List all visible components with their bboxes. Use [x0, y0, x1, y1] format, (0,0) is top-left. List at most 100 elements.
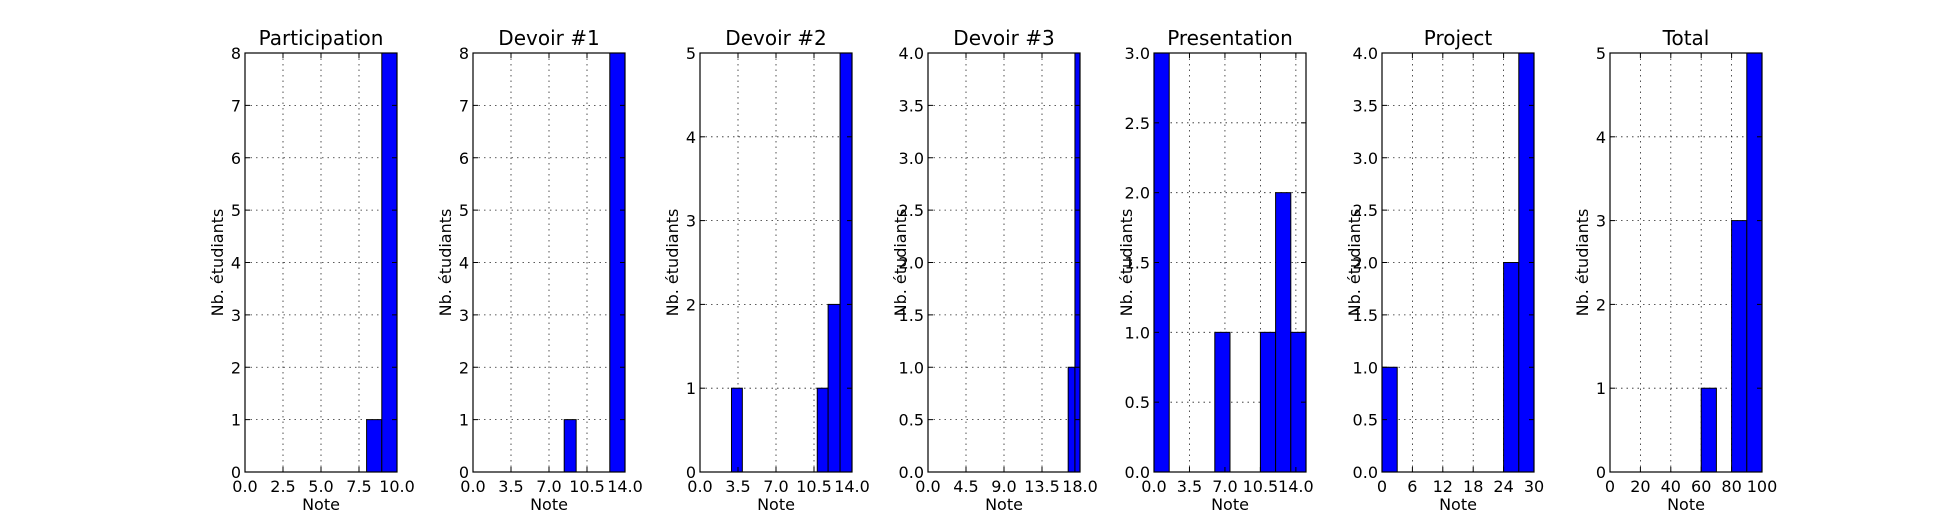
- y-tick-label: 1.0: [899, 358, 924, 377]
- x-tick-label: 14.0: [834, 477, 870, 496]
- y-tick-label: 2.0: [1125, 184, 1150, 203]
- x-axis-label: Note: [1439, 495, 1477, 514]
- histogram-bar: [1746, 52, 1763, 473]
- y-axis-label: Nb. étudiants: [436, 209, 455, 317]
- y-axis-label: Nb. étudiants: [1345, 209, 1364, 317]
- y-tick-label: 3.5: [899, 96, 924, 115]
- histogram-bar: [1503, 262, 1520, 473]
- histogram-bar: [827, 303, 841, 473]
- y-tick-label: 0: [231, 463, 241, 482]
- x-tick-label: 14.0: [607, 477, 643, 496]
- x-tick-label: 100: [1747, 477, 1778, 496]
- y-tick-label: 2: [686, 295, 696, 314]
- y-tick-label: 1: [1596, 379, 1606, 398]
- y-tick-label: 6: [231, 149, 241, 168]
- y-tick-label: 5: [459, 201, 469, 220]
- x-axis-label: Note: [1667, 495, 1705, 514]
- plot-frame: [1609, 52, 1763, 473]
- x-tick-label: 3.5: [1177, 477, 1202, 496]
- y-axis-label: Nb. étudiants: [208, 209, 227, 317]
- panel-title: Devoir #3: [953, 26, 1054, 50]
- x-axis-label: Note: [302, 495, 340, 514]
- x-tick-label: 7.5: [346, 477, 371, 496]
- x-tick-label: 60: [1691, 477, 1711, 496]
- y-tick-label: 2: [459, 358, 469, 377]
- y-tick-label: 2.5: [1353, 201, 1378, 220]
- y-tick-label: 8: [459, 44, 469, 63]
- histogram-bar: [563, 419, 577, 473]
- y-tick-label: 4.0: [899, 44, 924, 63]
- y-tick-label: 7: [459, 96, 469, 115]
- histogram-bar: [366, 419, 383, 473]
- x-axis-label: Note: [1211, 495, 1249, 514]
- y-tick-label: 1.0: [1125, 323, 1150, 342]
- x-tick-label: 10.0: [379, 477, 415, 496]
- panel-title: Total: [1662, 26, 1710, 50]
- y-tick-label: 4: [459, 254, 469, 273]
- y-tick-label: 3: [231, 306, 241, 325]
- histogram-bar: [1731, 220, 1748, 473]
- x-tick-label: 7.0: [763, 477, 788, 496]
- y-tick-label: 8: [231, 44, 241, 63]
- histogram-panel-7: 0 20 40 60 80 100 0 1 2 3 4 5 Total Note Nb. étudiants: [1573, 26, 1777, 514]
- y-tick-label: 4.0: [1353, 44, 1378, 63]
- x-tick-label: 24: [1493, 477, 1513, 496]
- y-tick-label: 0: [459, 463, 469, 482]
- y-tick-label: 0.5: [1125, 393, 1150, 412]
- histogram-panel-4: 0.0 4.5 9.0 13.5 18.0 0.0 0.5 1.0 1.5 2.0 2.5 3.0 3.…: [891, 26, 1098, 514]
- y-tick-label: 3: [459, 306, 469, 325]
- y-tick-label: 2.5: [1125, 114, 1150, 133]
- x-tick-label: 2.5: [270, 477, 295, 496]
- y-axis-label: Nb. étudiants: [663, 209, 682, 317]
- y-tick-label: 3.0: [899, 149, 924, 168]
- y-tick-label: 0: [686, 463, 696, 482]
- y-tick-label: 4: [1596, 128, 1606, 147]
- y-tick-label: 2.0: [899, 254, 924, 273]
- y-tick-label: 0.0: [1353, 463, 1378, 482]
- x-tick-label: 6: [1407, 477, 1417, 496]
- y-tick-label: 1: [459, 411, 469, 430]
- panel-title: Devoir #2: [725, 26, 826, 50]
- x-tick-label: 18.0: [1062, 477, 1098, 496]
- y-tick-label: 2: [231, 358, 241, 377]
- y-tick-label: 1.5: [899, 306, 924, 325]
- y-tick-label: 1.0: [1353, 358, 1378, 377]
- y-tick-label: 4: [686, 128, 696, 147]
- x-tick-label: 3.5: [498, 477, 523, 496]
- y-axis-label: Nb. étudiants: [891, 209, 910, 317]
- y-tick-label: 4: [231, 254, 241, 273]
- x-tick-label: 0.0: [1141, 477, 1166, 496]
- y-tick-label: 1.5: [1353, 306, 1378, 325]
- y-tick-label: 2.5: [899, 201, 924, 220]
- histogram-panel-5: 0.0 3.5 7.0 10.5 14.0 0.0 0.5 1.0 1.5 2.0 2.5 3.0 Pr…: [1117, 26, 1314, 514]
- y-tick-label: 0: [1596, 463, 1606, 482]
- y-tick-label: 1: [231, 411, 241, 430]
- x-axis-label: Note: [530, 495, 568, 514]
- x-tick-label: 30: [1524, 477, 1544, 496]
- x-tick-label: 14.0: [1278, 477, 1314, 496]
- panel-title: Participation: [259, 26, 384, 50]
- y-tick-label: 2.0: [1353, 254, 1378, 273]
- panel-title: Devoir #1: [498, 26, 599, 50]
- x-tick-label: 0: [1605, 477, 1615, 496]
- x-tick-label: 10.5: [569, 477, 605, 496]
- histogram-bar: [1700, 387, 1717, 473]
- x-tick-label: 12: [1433, 477, 1453, 496]
- y-axis-label: Nb. étudiants: [1117, 209, 1136, 317]
- histogram-bar: [1275, 192, 1292, 473]
- x-tick-label: 40: [1661, 477, 1681, 496]
- histogram-panel-2: 0.0 3.5 7.0 10.5 14.0 0 1 2 3 4 5 6 7 8 Devoir #1 Note N…: [436, 26, 643, 514]
- y-tick-label: 2: [1596, 295, 1606, 314]
- x-tick-label: 0.0: [232, 477, 257, 496]
- y-tick-label: 5: [686, 44, 696, 63]
- y-tick-label: 5: [231, 201, 241, 220]
- y-tick-label: 3.5: [1353, 96, 1378, 115]
- histogram-bar: [839, 52, 853, 473]
- x-tick-label: 4.5: [953, 477, 978, 496]
- x-tick-label: 5.0: [308, 477, 333, 496]
- x-tick-label: 0: [1377, 477, 1387, 496]
- histogram-bar: [1067, 366, 1076, 473]
- y-tick-label: 1.5: [1125, 254, 1150, 273]
- y-tick-label: 0.0: [1125, 463, 1150, 482]
